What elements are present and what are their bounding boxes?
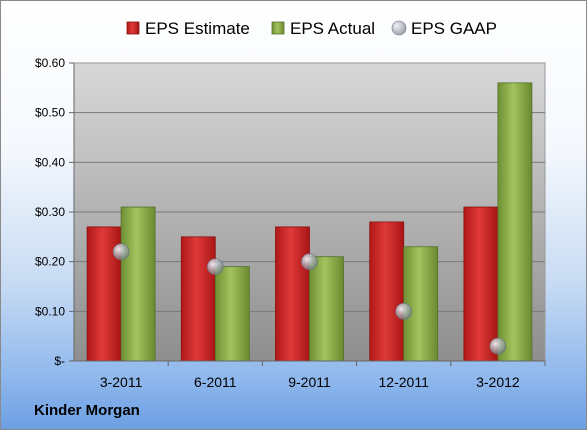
legend-item-eps-gaap: EPS GAAP — [391, 19, 497, 38]
y-tick-label: $- — [54, 354, 65, 368]
x-tick-label: 3-2011 — [100, 374, 143, 390]
bar-eps-actual — [497, 82, 533, 362]
marker-eps-gaap — [301, 253, 318, 270]
y-tick-label: $0.40 — [35, 155, 65, 169]
legend-label: EPS Estimate — [145, 19, 250, 38]
legend-swatch — [271, 21, 285, 35]
legend-swatch — [126, 21, 140, 35]
legend-item-eps-actual: EPS Actual — [271, 19, 375, 38]
x-tick-label: 9-2011 — [288, 374, 331, 390]
company-name: Kinder Morgan — [34, 402, 140, 419]
x-tick-label: 3-2012 — [476, 374, 520, 390]
bar-eps-estimate — [275, 226, 310, 362]
legend-label: EPS Actual — [290, 19, 375, 38]
y-tick-label: $0.50 — [35, 106, 65, 120]
legend-label: EPS GAAP — [411, 19, 497, 38]
marker-eps-gaap — [207, 258, 224, 275]
x-tick-label: 12-2011 — [379, 374, 430, 390]
y-axis: $- $0.10 $0.20 $0.30 $0.40 $0.50 $0.60 — [35, 56, 75, 368]
legend-item-eps-estimate: EPS Estimate — [126, 19, 250, 38]
y-tick-label: $0.20 — [35, 255, 65, 269]
gaap-markers — [112, 243, 507, 355]
bar-eps-actual — [214, 266, 250, 362]
bars — [86, 82, 533, 362]
bar-eps-actual — [403, 246, 439, 362]
legend-swatch — [391, 20, 407, 36]
y-tick-label: $0.10 — [35, 304, 65, 318]
bar-eps-estimate — [180, 236, 216, 362]
x-tick-label: 6-2011 — [194, 374, 237, 390]
marker-eps-gaap — [395, 303, 413, 320]
legend: EPS Estimate EPS Actual EPS GAAP — [126, 19, 497, 38]
marker-eps-gaap — [489, 337, 507, 355]
x-axis: 3-2011 6-2011 9-2011 12-2011 3-2012 — [74, 360, 546, 390]
bar-eps-actual — [120, 206, 156, 362]
y-tick-label: $0.30 — [35, 205, 65, 219]
bar-eps-estimate — [463, 206, 499, 362]
y-tick-label: $0.60 — [35, 56, 65, 70]
marker-eps-gaap — [112, 243, 130, 261]
bar-eps-actual — [309, 256, 344, 362]
bar-eps-estimate — [369, 221, 405, 362]
